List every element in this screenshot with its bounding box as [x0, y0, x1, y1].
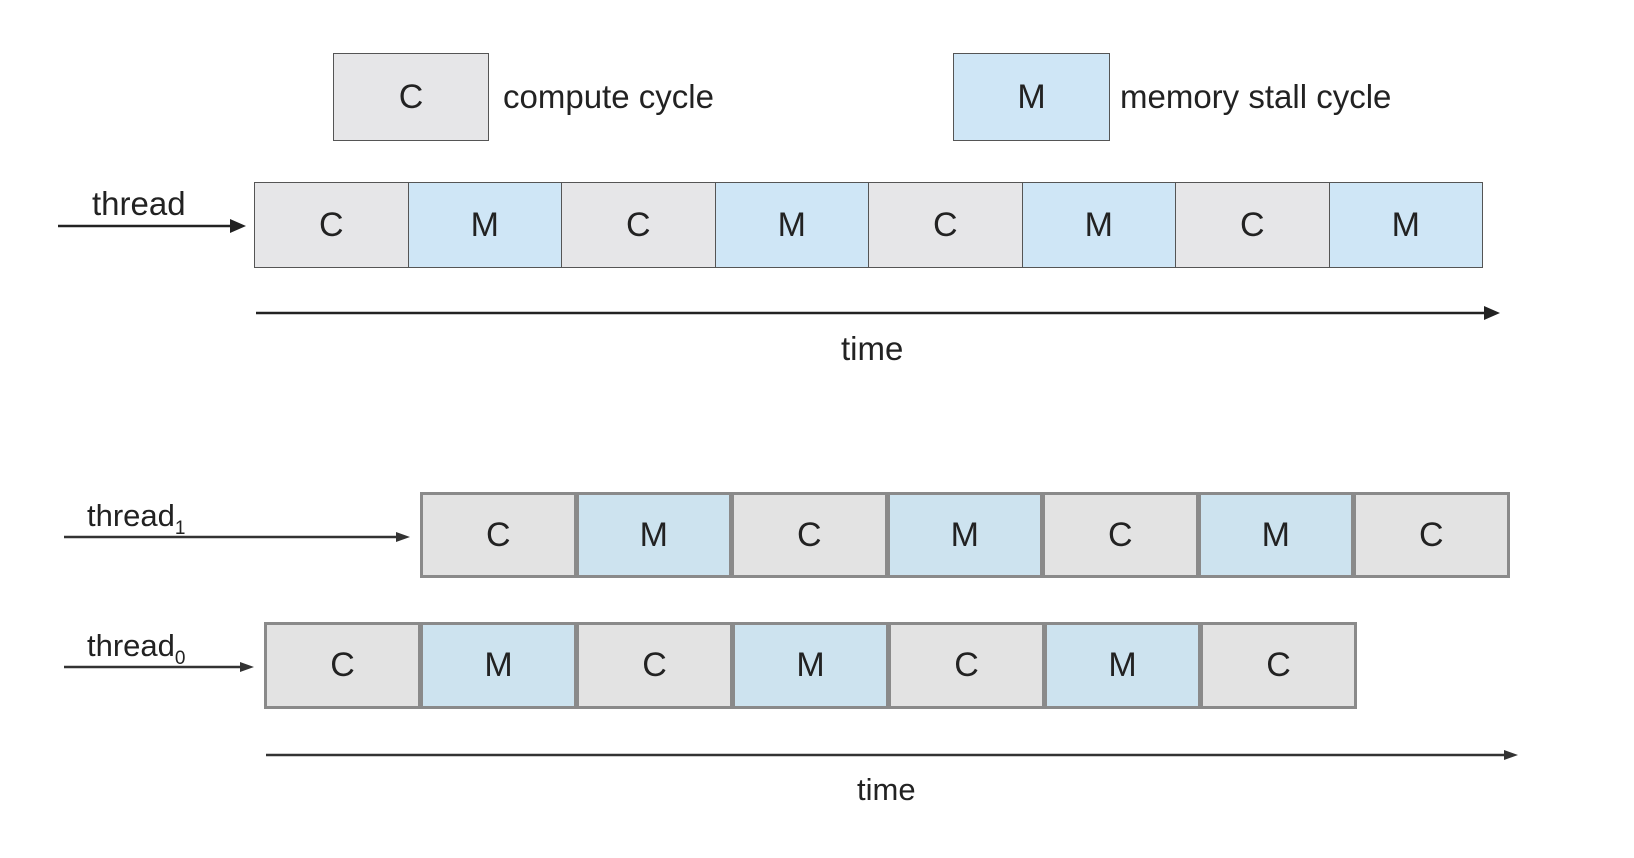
thread0-arrow — [64, 662, 254, 672]
single-thread-cell-compute: C — [561, 182, 716, 268]
multi-time-label: time — [857, 772, 916, 807]
thread0-cell-memory: M — [420, 622, 577, 709]
thread0-cell-compute: C — [576, 622, 733, 709]
legend-compute-box: C — [333, 53, 489, 141]
legend-memory-label: memory stall cycle — [1120, 78, 1392, 115]
thread0-cell-compute: C — [888, 622, 1045, 709]
thread0-cell-memory: M — [1044, 622, 1201, 709]
multi-time-arrow — [266, 750, 1518, 760]
thread1-cell-memory: M — [1197, 492, 1354, 578]
thread1-arrow — [64, 532, 410, 542]
thread0-cell-compute: C — [1200, 622, 1357, 709]
thread1-subscript: 1 — [174, 518, 186, 539]
thread0-subscript: 0 — [174, 648, 186, 669]
single-thread-cell-compute: C — [1175, 182, 1330, 268]
thread0-cell-compute: C — [264, 622, 421, 709]
thread1-cell-compute: C — [731, 492, 888, 578]
single-time-label: time — [841, 330, 904, 367]
legend-memory-box: M — [953, 53, 1110, 141]
thread1-cell-compute: C — [420, 492, 577, 578]
single-thread-cell-memory: M — [407, 182, 562, 268]
thread1-label-text: thread — [87, 498, 175, 533]
legend-compute-label: compute cycle — [503, 78, 714, 115]
thread1-cell-compute: C — [1042, 492, 1199, 578]
single-thread-arrow — [58, 219, 246, 233]
single-thread-cell-memory: M — [1328, 182, 1483, 268]
single-thread-cell-memory: M — [714, 182, 869, 268]
single-thread-cell-memory: M — [1021, 182, 1176, 268]
thread1-cell-memory: M — [886, 492, 1043, 578]
single-time-arrow — [256, 306, 1500, 320]
thread1-cell-memory: M — [575, 492, 732, 578]
thread1-cell-compute: C — [1353, 492, 1510, 578]
single-thread-cell-compute: C — [254, 182, 409, 268]
thread0-cell-memory: M — [732, 622, 889, 709]
single-thread-label: thread — [92, 185, 186, 222]
thread0-label-text: thread — [87, 628, 175, 663]
thread1-label: thread1 — [87, 498, 185, 540]
thread0-label: thread0 — [87, 628, 185, 670]
single-thread-cell-compute: C — [868, 182, 1023, 268]
